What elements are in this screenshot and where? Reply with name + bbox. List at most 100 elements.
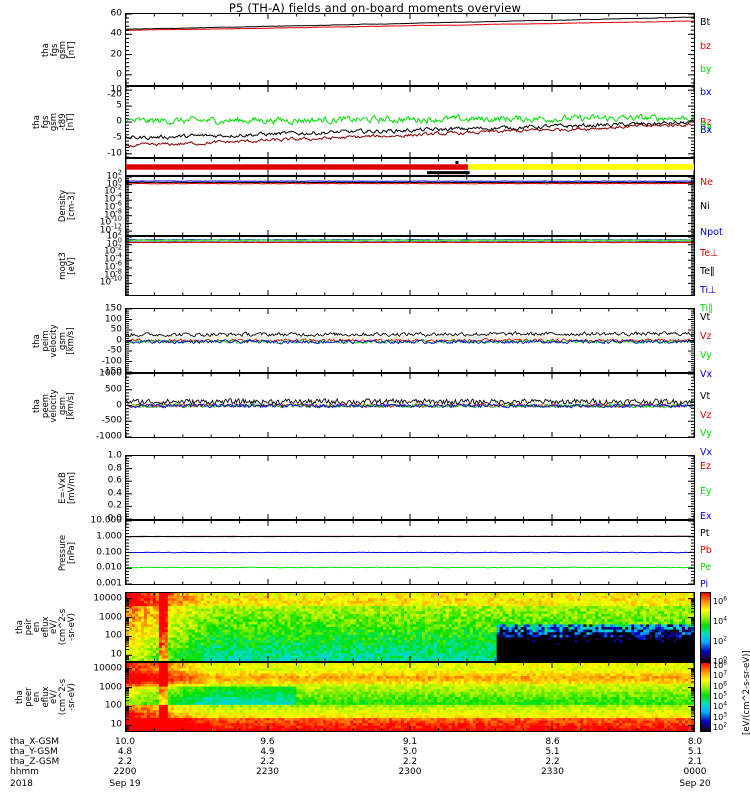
colorbar-tick-peer-colorbar-2: 106 [713,680,728,691]
legend-fgs-gsm-Bt: Bt [700,17,711,28]
ytick-label: 60 [110,8,122,19]
legend-peim-velocity-Vy: Vy [700,350,712,361]
legend-peim-velocity-Vt: Vt [700,312,711,323]
xaxis-row-label-3: hhmm [10,767,39,777]
ytick-label: 1000 [99,612,122,623]
colorbar-tick-peer-colorbar-0: 108 [713,659,728,671]
legend-peem-velocity-Vx: Vx [700,447,713,458]
legend-e-field-Ey: Ey [700,486,712,497]
ytick-label: 10-8 [103,207,122,221]
xaxis-value-2-1: 2.2 [260,757,275,767]
yticklabels-peer-eflux: 10000 1000 100 10 [80,662,122,732]
ytick-label: 0.100 [96,547,122,557]
legend-moments-temperature-Ti: Ti⊥ [700,285,717,296]
ytick-label: 10-4 [103,251,122,265]
xaxis-value-2-4: 2.1 [687,757,703,767]
ytick-label: 102 [106,168,122,182]
ytick-label: 0 [116,400,122,410]
ytick-label: 10 [110,84,122,95]
ytick-label: 40 [110,28,122,39]
ytitle-density: Density [cm-3] [58,176,77,236]
ytitle-peir-eflux: tha peir en eflux eV/(cm^2-s -sr-eV) [15,592,77,662]
legend-pressure-Pb: Pb [700,545,712,556]
ytitle-line: [nT] [66,113,77,131]
panel-pressure [125,520,695,585]
legend-peem-velocity-Vz: Vz [700,410,712,421]
yticklabels-fgs-gsm-t89: 10 5 0 -5 -10 [80,84,122,159]
ytick-label: 50 [110,324,122,335]
ytitle-line: -sr-eV) [66,683,77,711]
ytick-label: 10.000 [90,515,123,526]
ytitle-line: [mV/m] [66,471,77,504]
xaxis-value-0-4: 8.0 [687,737,703,747]
legend-moments-temperature-Te: Te‖ [700,266,715,277]
ytick-label: 0.2 [107,500,122,511]
legend-fgs-gsm-by: by [700,64,712,75]
legend-density-Npot: Npot [700,227,723,238]
legend-pressure-Pi: Pi [700,579,709,590]
panel-mode-bar [125,158,695,176]
legend-moments-temperature-Ti: Ti‖ [700,303,713,314]
xaxis-value-4-0: Sep 19 [109,779,141,789]
colorbar-tick-peir-colorbar-3: 100 [713,655,728,666]
ytitle-fgs-gsm: tha fgs gsm [nT] [40,13,77,86]
legend-fgs-gsm-bx: bx [700,87,712,98]
xaxis-row-label-2: tha_Z-GSM [10,757,60,767]
panel-fgs-gsm [125,13,695,86]
ytitle-pressure: Pressure [nPa] [58,520,77,585]
legend-pressure-Pt: Pt [700,528,710,539]
ytitle-e-field: E=-VxB [mV/m] [58,455,77,520]
xaxis-value-1-1: 4.9 [260,747,275,757]
ytick-label: -10 [107,148,122,159]
panel-peem-velocity [125,373,695,438]
xaxis-row-label-4: 2018 [10,779,33,789]
colorbar-tick-peer-colorbar-4: 104 [713,700,728,712]
xaxis-value-3-1: 2230 [256,767,279,777]
ytick-label: 0.4 [107,488,122,499]
ytitle-peem-velocity: tha peem velocity gsm [km/s] [32,373,76,438]
ytick-label: 10-4 [103,191,122,205]
ytick-label: 10000 [93,593,122,604]
yticklabels-peim-velocity: 150 100 50 0 -50 -100 -150 [80,303,122,376]
yticklabels-fgs-gsm: 60 40 20 0 -20 [80,8,122,99]
yticklabels-pressure: 10.000 1.000 0.100 0.010 0.001 [80,515,123,588]
xaxis-value-2-2: 2.2 [402,757,418,767]
ytick-label: 0.6 [107,475,122,486]
ytick-label: 0.010 [96,562,122,573]
panel-peim-velocity [125,308,695,373]
xaxis-value-1-3: 5.1 [545,747,560,757]
xaxis-value-1-2: 5.0 [402,747,418,757]
colorbar-tick-peir-colorbar-2: 102 [713,635,728,646]
legend-fgs-gsm-bz: bz [700,41,712,52]
ytitle-moments-temperature: mogt3 [eV] [58,236,77,296]
ytick-label: -20 [107,89,122,100]
colorbar-peer-colorbar [700,662,711,732]
ytick-label: -100 [101,356,122,366]
ytitle-peer-eflux: tha peer en eflux eV/(cm^2-s -sr-eV) [15,662,77,732]
ytitle-peim-velocity: tha peim velocity gsm [km/s] [32,308,76,373]
ytitle-line: tha [40,42,51,57]
xaxis-value-3-3: 2330 [541,767,564,777]
legend-pressure-Pe: Pe [700,562,712,573]
colorbar-tick-peir-colorbar-0: 106 [713,595,728,606]
ytick-label: 0.0 [107,513,122,524]
ytick-label: 1000 [99,368,122,379]
ytick-label: 500 [104,384,122,395]
ytick-label: 150 [104,303,122,314]
xaxis-value-3-0: 2200 [113,767,137,777]
page-title: P5 (TH-A) fields and on-board moments ov… [228,1,522,15]
yticklabels-peem-velocity: 1000 500 0 -500 -1000 [80,368,122,441]
xaxis-value-0-1: 9.6 [260,737,275,747]
xaxis-value-2-0: 2.2 [117,757,133,767]
legend-peem-velocity-Vy: Vy [700,428,712,439]
legend-density-Ni: Ni [700,201,710,212]
colorbar-unit-label: [eV/(cm^2-s-sr-eV)] [742,650,750,735]
colorbar-tick-peer-colorbar-5: 103 [713,710,728,722]
legend-e-field-Ez: Ez [700,461,711,472]
ytick-label: 100 [106,236,122,250]
colorbar-peir-colorbar [700,592,711,662]
ytick-label: 10-2 [103,183,122,197]
colorbar-tick-peer-colorbar-6: 102 [713,721,728,732]
ytick-label: 10-8 [103,267,122,281]
legend-fgs-gsm-t89-Bx: Bx [700,125,713,136]
